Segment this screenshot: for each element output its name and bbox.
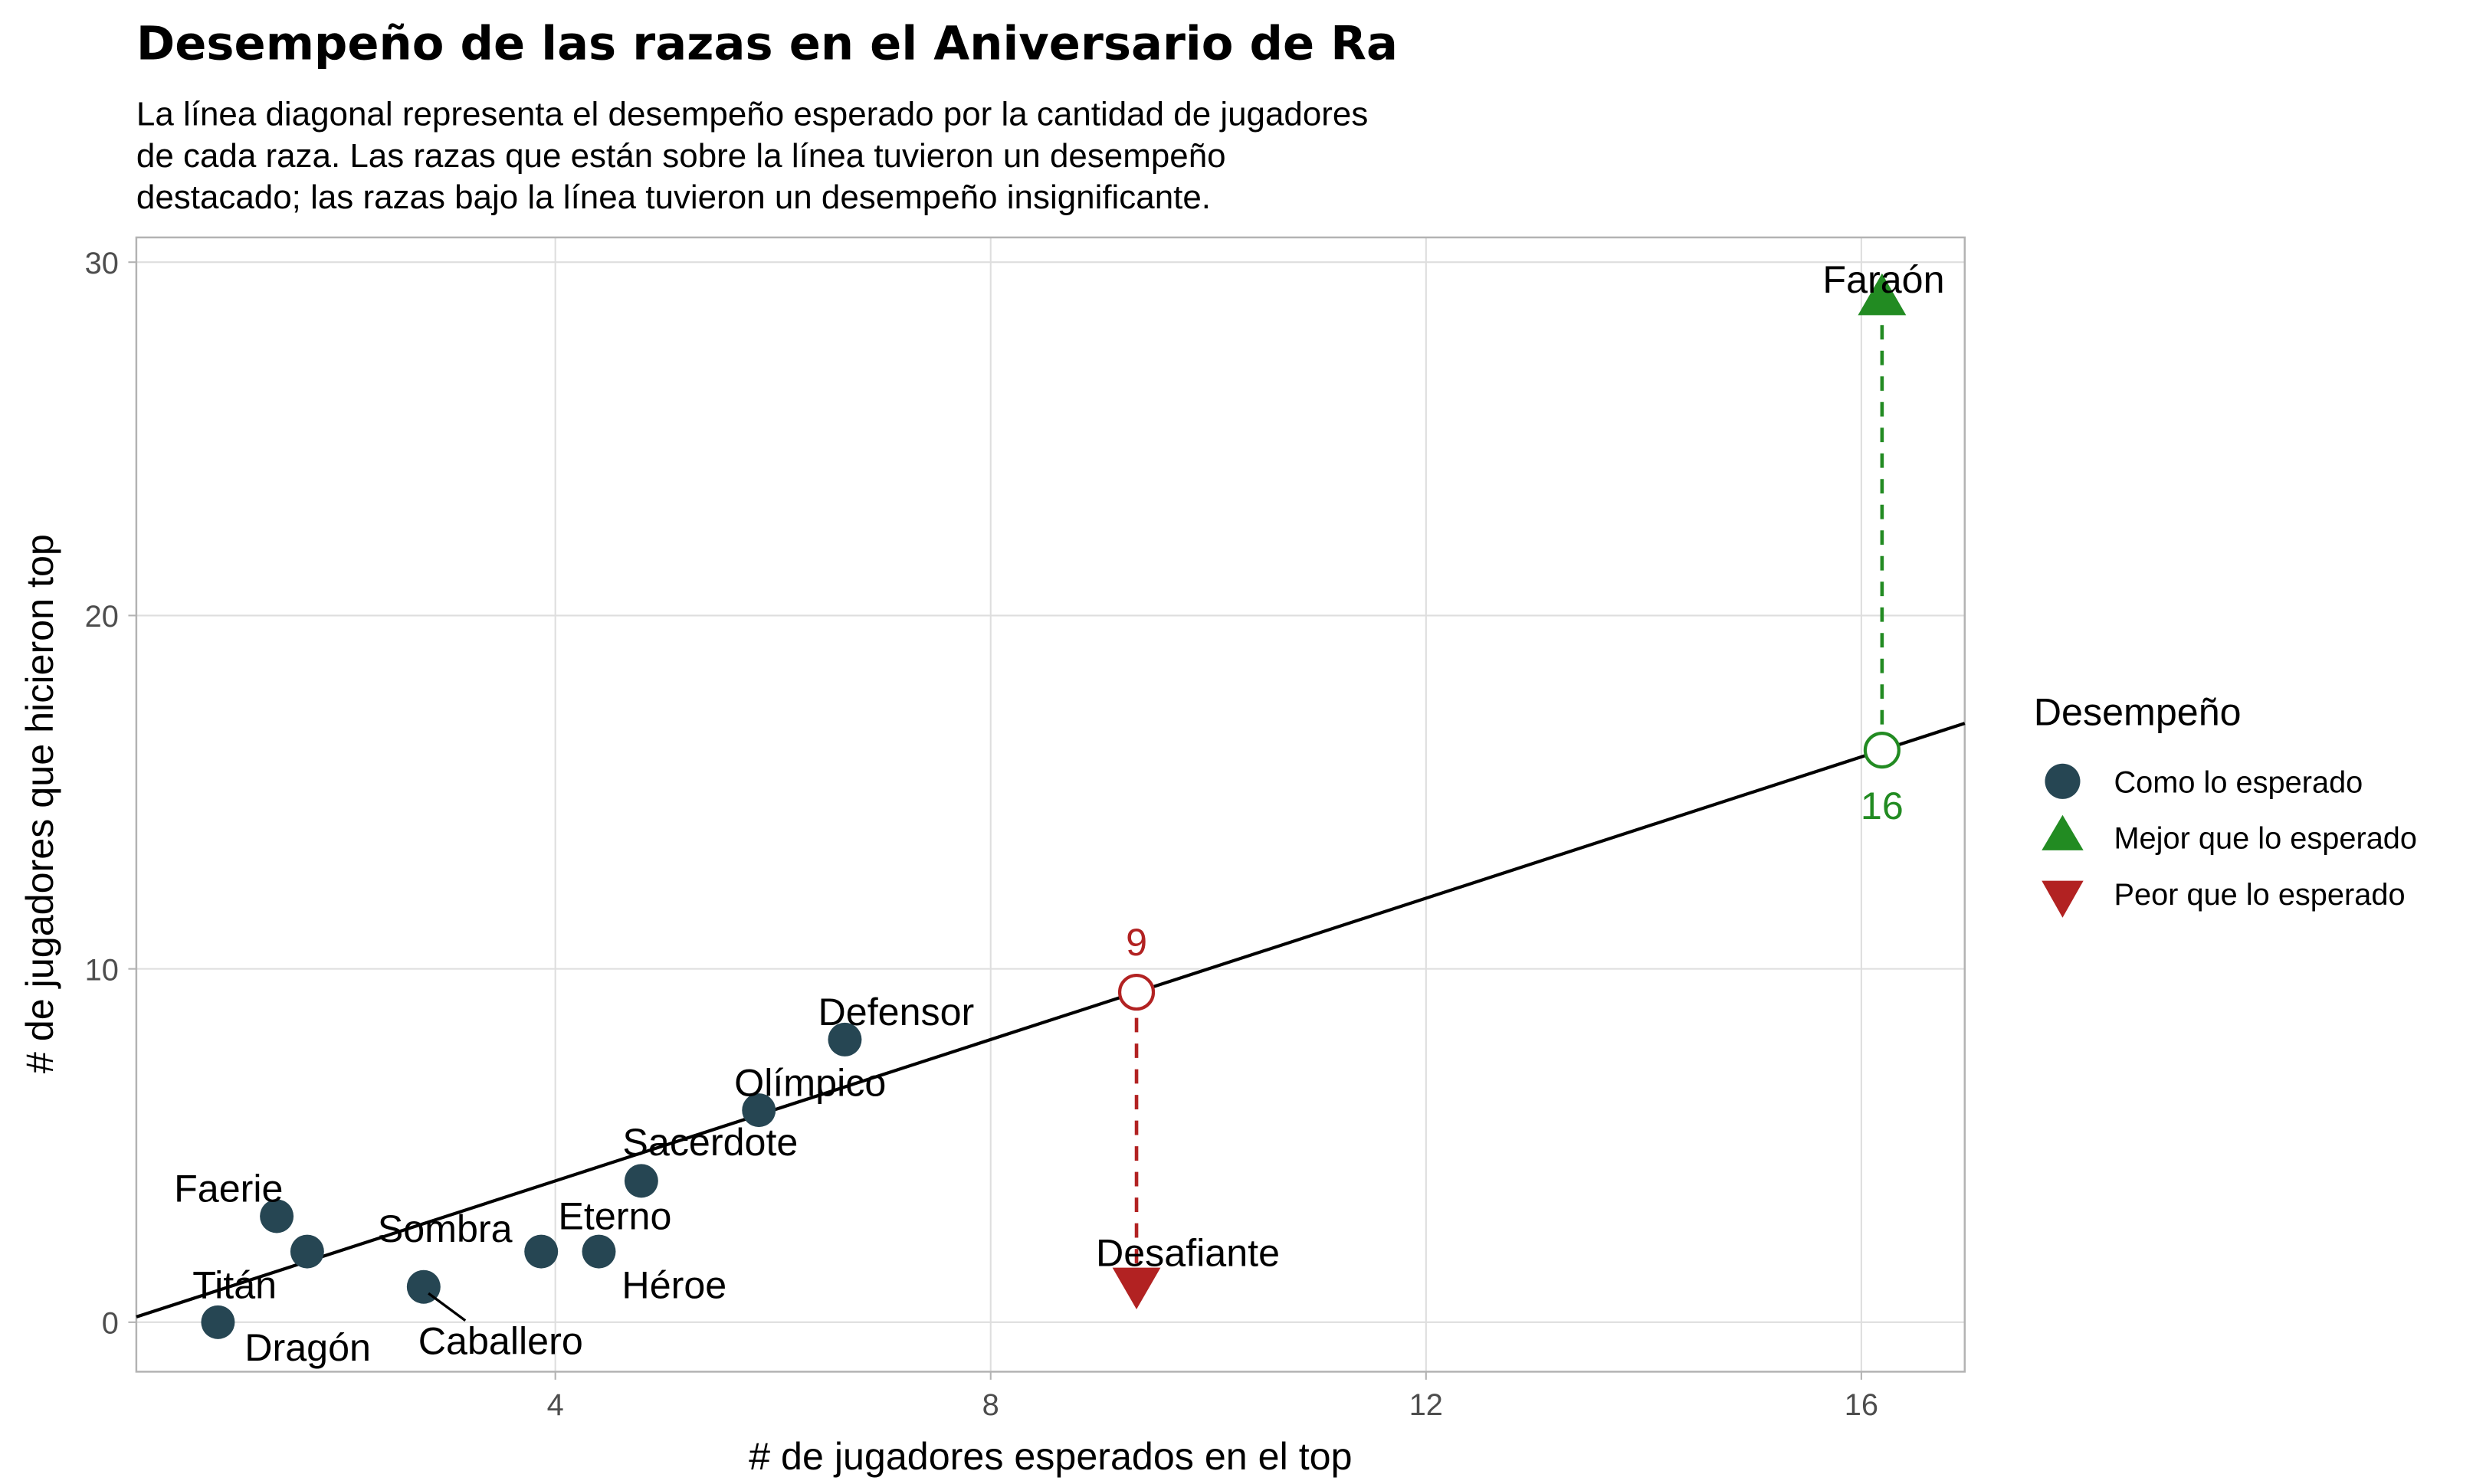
y-axis-title: # de jugadores que hicieron top <box>18 534 61 1073</box>
x-tick-label: 4 <box>547 1388 564 1422</box>
gridlines <box>136 237 1965 1372</box>
point-marker <box>524 1234 559 1269</box>
point-marker <box>624 1164 658 1198</box>
axis-ticks: 4 8 12 16 0 10 20 30 <box>85 247 1878 1422</box>
y-tick-label: 0 <box>102 1306 119 1340</box>
expected-value-label: 9 <box>1126 921 1147 964</box>
x-tick-label: 12 <box>1409 1388 1443 1422</box>
point-marker <box>260 1199 294 1233</box>
point-label: Desafiante <box>1096 1231 1280 1274</box>
point-label: Olímpico <box>734 1061 886 1104</box>
point-label: Faerie <box>174 1168 283 1210</box>
legend-label-worse: Peor que lo esperado <box>2114 878 2405 912</box>
chart-subtitle-line-1: La línea diagonal representa el desempeñ… <box>136 95 1368 133</box>
point-marker <box>828 1022 862 1056</box>
chart-title: Desempeño de las razas en el Aniversario… <box>136 17 1398 70</box>
legend-circle-icon <box>2045 763 2081 799</box>
point-label: Defensor <box>818 991 975 1034</box>
expected-marker <box>1117 973 1156 1011</box>
point-labels: Dragón Faerie Titán Caballero Sombra Eterno Hé… <box>174 258 1944 1369</box>
legend-triangle-down-icon <box>2042 880 2084 918</box>
point-marker <box>582 1234 616 1269</box>
point-label: Dragón <box>244 1326 371 1369</box>
triangle-up-marker <box>1858 273 1907 316</box>
point-marker <box>290 1234 324 1269</box>
deviation-segments <box>1134 297 1884 1287</box>
point-label: Héroe <box>622 1263 726 1306</box>
legend-label-better: Mejor que lo esperado <box>2114 822 2417 856</box>
label-leader-line <box>428 1292 467 1322</box>
chart-subtitle-line-2: de cada raza. Las razas que están sobre … <box>136 137 1226 175</box>
expected-marker <box>1863 732 1901 769</box>
x-tick-label: 16 <box>1845 1388 1878 1422</box>
y-tick-label: 20 <box>85 600 119 634</box>
chart-subtitle-line-3: destacado; las razas bajo la línea tuvie… <box>136 179 1211 216</box>
expected-value-label: 16 <box>1861 785 1904 827</box>
x-tick-label: 8 <box>982 1388 999 1422</box>
y-tick-label: 30 <box>85 247 119 280</box>
plot-panel-border <box>135 236 1966 1373</box>
legend-triangle-up-icon <box>2042 814 2084 850</box>
point-marker <box>201 1305 235 1339</box>
point-label: Faraón <box>1822 258 1944 301</box>
point-label: Sacerdote <box>622 1121 798 1164</box>
x-axis-title: # de jugadores esperados en el top <box>749 1435 1352 1478</box>
legend-label-expected: Como lo esperado <box>2114 765 2363 799</box>
data-points <box>201 273 1907 1339</box>
point-label: Titán <box>192 1263 277 1306</box>
point-label: Eterno <box>558 1194 671 1237</box>
point-label: Caballero <box>418 1320 583 1363</box>
expected-performance-line <box>136 722 1966 1319</box>
triangle-down-marker <box>1112 1267 1161 1310</box>
point-marker <box>742 1093 776 1128</box>
legend: Desempeño Como lo esperado Mejor que lo … <box>2034 691 2417 918</box>
y-tick-label: 10 <box>85 953 119 987</box>
legend-title: Desempeño <box>2034 691 2242 734</box>
point-label: Sombra <box>378 1207 513 1250</box>
